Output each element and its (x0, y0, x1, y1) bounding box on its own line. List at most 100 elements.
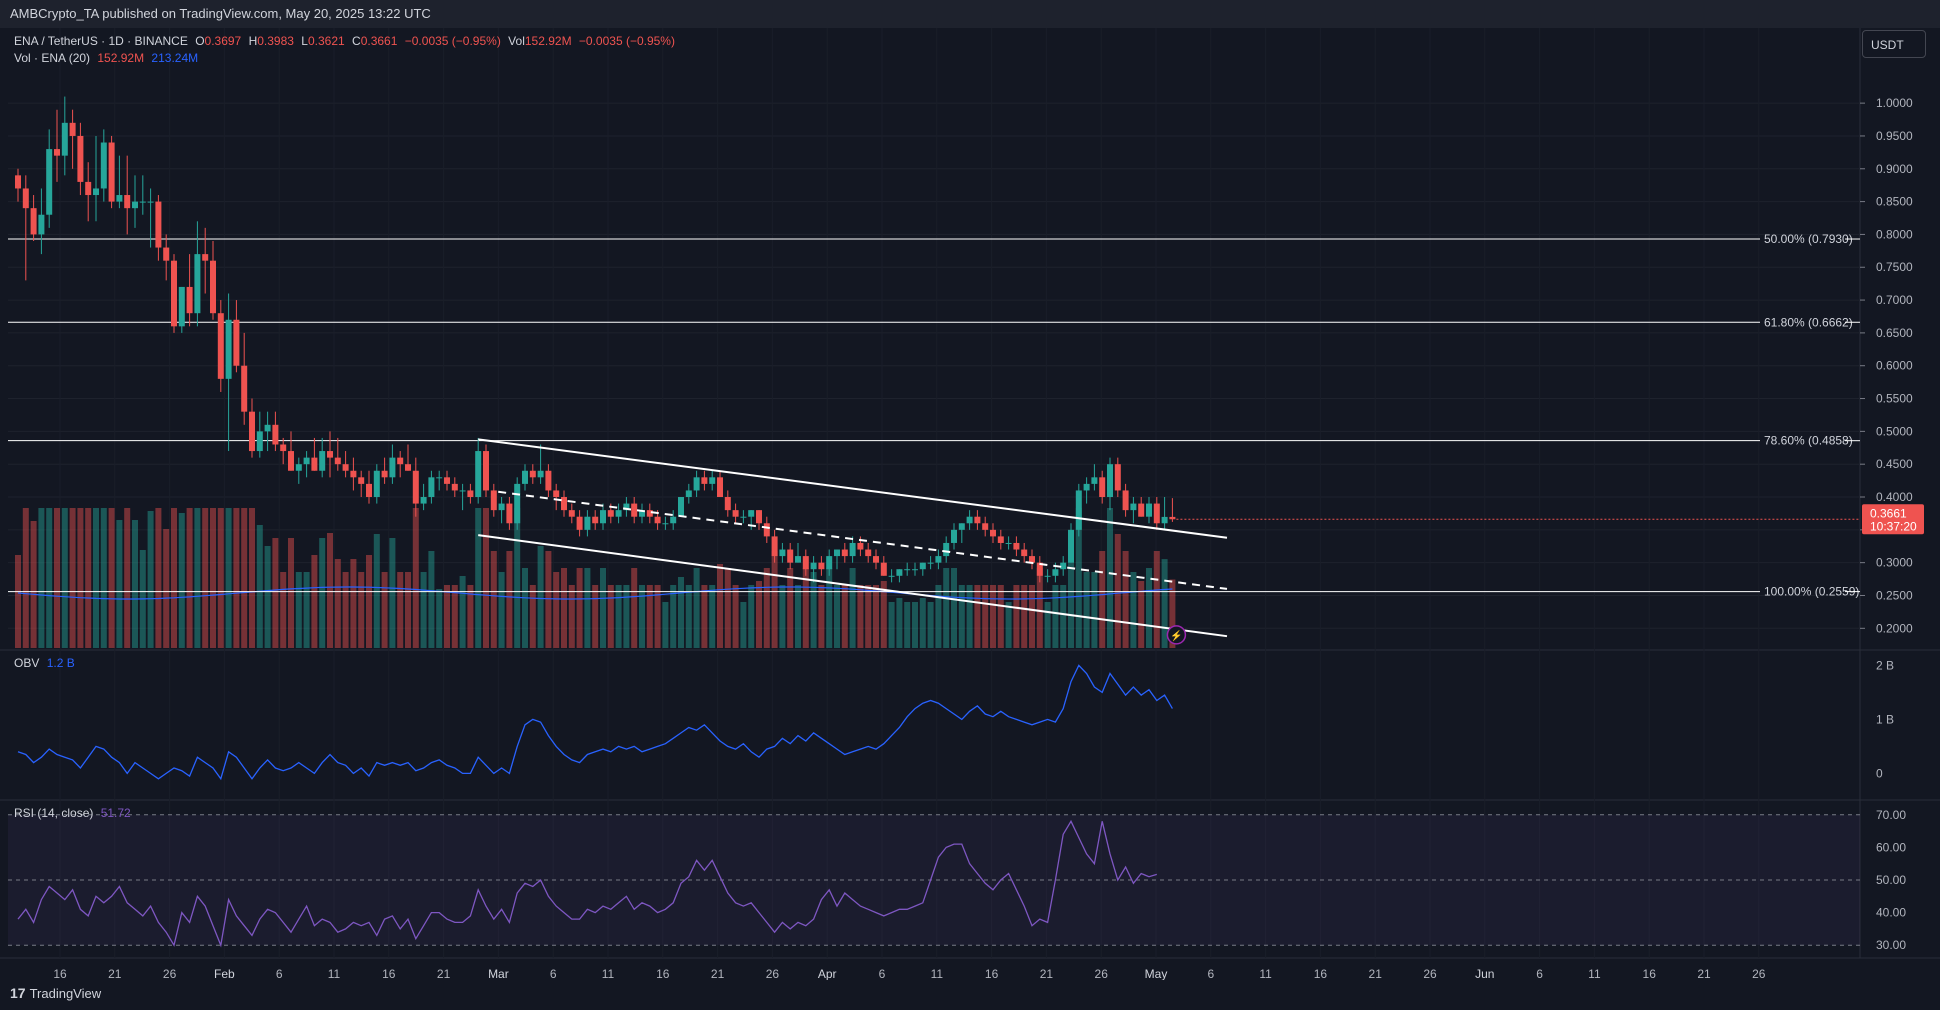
volume-ma-line (17, 586, 1173, 600)
volume-bar (483, 508, 489, 648)
volume-bar (607, 585, 614, 648)
candle-body (685, 490, 692, 498)
volume-bar (1169, 579, 1176, 648)
volume-bar (732, 585, 739, 648)
fib-level-label: 100.00% (0.2559) (1764, 585, 1859, 599)
candle-body (529, 470, 536, 478)
candle-body (763, 523, 770, 537)
candle-body (654, 516, 661, 524)
candle-body (982, 523, 989, 530)
candle-body (1029, 556, 1035, 563)
volume-bar (30, 521, 37, 648)
candle-body (256, 431, 263, 452)
candle-body (522, 470, 528, 484)
volume-bar (888, 602, 895, 648)
volume-bar (997, 585, 1004, 648)
volume-bar (420, 572, 427, 648)
candle-body (841, 549, 848, 557)
volume-bar (834, 585, 840, 648)
candle-body (225, 319, 232, 379)
candle-body (584, 516, 591, 530)
time-tick-label: 21 (711, 967, 725, 980)
volume-bar (1138, 581, 1145, 648)
time-tick-label: 26 (766, 967, 780, 980)
time-tick-label: 11 (1259, 967, 1272, 980)
volume-bar (865, 585, 872, 648)
candle-body (171, 260, 177, 327)
obv-legend: OBV 1.2 B (14, 656, 79, 670)
volume-bar (459, 576, 466, 648)
volume-bar (467, 585, 474, 648)
tradingview-logo[interactable]: 17 TradingView (10, 985, 101, 1001)
fib-level-label: 50.00% (0.7930) (1764, 232, 1853, 246)
candle-body (405, 464, 411, 471)
candle-body (163, 247, 170, 261)
candle-body (233, 319, 240, 366)
candle-body (108, 142, 115, 202)
candle-body (1153, 503, 1160, 524)
volume-bar (1153, 551, 1160, 648)
volume-bar (412, 508, 419, 648)
volume-bar (810, 572, 817, 648)
chart-canvas[interactable]: 1.0000 0.9500 0.9000 0.8500 0.8000 0.7500 0.70… (0, 28, 1940, 980)
volume-bar (155, 508, 162, 648)
price-tick-label: 0.8000 (1876, 227, 1913, 241)
volume-bar (1099, 551, 1106, 648)
candle-body (100, 142, 107, 189)
rsi-tick-label: 60.00 (1876, 840, 1906, 854)
volume-indicator-name[interactable]: Vol · ENA (20) (14, 51, 91, 65)
volume-bar (1060, 585, 1067, 648)
time-tick-label: 6 (276, 967, 283, 980)
candle-body (919, 562, 926, 570)
volume-bar (93, 508, 99, 648)
volume-bar (600, 568, 606, 648)
candle-body (592, 516, 599, 524)
currency-button[interactable]: USDT (1862, 30, 1926, 58)
volume-label: Vol (508, 34, 525, 48)
time-tick-label: 11 (328, 967, 341, 980)
candle-body (880, 562, 887, 576)
candle-body (787, 549, 794, 563)
volume-bar (880, 581, 887, 648)
symbol-legend: ENA / TetherUS · 1D · BINANCE O0.3697 H0… (14, 34, 679, 48)
obv-line (17, 664, 1173, 781)
volume-bar (568, 585, 575, 648)
rsi-name[interactable]: RSI (14, close) (14, 806, 94, 820)
volume-bar (1044, 602, 1051, 648)
candle-body (186, 286, 193, 314)
volume-bar (163, 529, 170, 648)
volume-bar (405, 572, 411, 648)
price-tick-label: 0.9000 (1876, 162, 1913, 176)
volume-bar (561, 568, 567, 648)
candle-body (1169, 516, 1176, 520)
volume-bar (506, 551, 513, 648)
candle-body (1091, 477, 1098, 484)
volume-bar (342, 572, 349, 648)
symbol-name[interactable]: ENA / TetherUS · 1D · BINANCE (14, 34, 188, 48)
candle-body (381, 470, 388, 478)
volume-bar (678, 577, 684, 648)
candle-body (288, 451, 294, 471)
candle-body (857, 542, 864, 550)
candle-body (958, 523, 965, 530)
obv-tick-label: 2 B (1876, 658, 1894, 672)
candle-body (202, 254, 209, 261)
volume-bar (490, 551, 497, 648)
candle-body (77, 135, 84, 182)
volume-bar (256, 525, 263, 648)
obv-name[interactable]: OBV (14, 656, 40, 670)
volume-bar (366, 555, 372, 648)
candle-body (1083, 483, 1090, 491)
volume-bar (545, 551, 552, 648)
time-tick-label: 16 (985, 967, 999, 980)
volume-bar (966, 585, 973, 648)
volume-indicator-value: 152.92M (97, 51, 145, 65)
candle-body (873, 556, 879, 563)
candle-body (1013, 542, 1020, 550)
candle-body (943, 542, 950, 557)
candle-body (373, 470, 380, 498)
candle-body (990, 529, 996, 537)
volume-bar (85, 508, 92, 648)
candle-body (779, 549, 786, 557)
volume-legend: Vol · ENA (20) 152.92M 213.24M (14, 51, 202, 65)
